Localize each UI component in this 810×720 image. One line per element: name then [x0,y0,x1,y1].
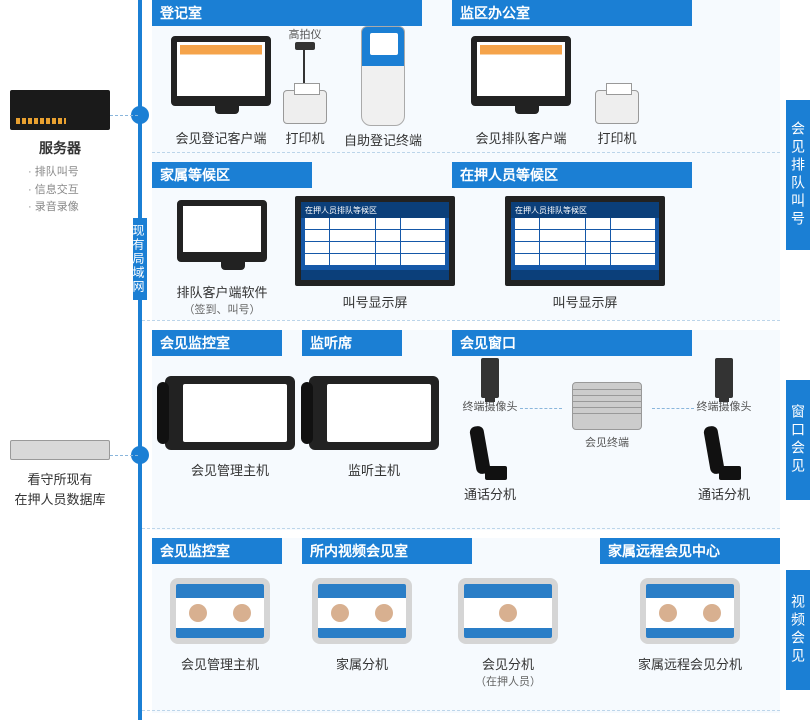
hdr-monitor-room-2: 会见监控室 [152,538,282,564]
listen-host: 监听主机 [304,376,444,479]
info-screen-icon: 在押人员排队等候区 [505,196,665,286]
cam-stand: 高拍仪 [278,26,332,88]
server-block: 服务器 排队叫号 信息交互 录音录像 [0,90,120,217]
overhead-camera-icon [293,42,317,88]
tablet-icon [640,578,740,644]
mgmt-host-2: 会见管理主机 [160,578,280,673]
call-screen-2: 在押人员排队等候区 叫号显示屏 [500,196,670,311]
monitor-icon [171,36,271,106]
db-server-icon [10,440,110,460]
meet-terminal: 会见终端 [562,382,652,450]
self-kiosk: 自助登记终端 [338,26,428,149]
monitor-icon [471,36,571,106]
family-ext: 家属分机 [302,578,422,673]
remote-ext: 家属远程会见分机 [620,578,760,673]
printer-icon [595,90,639,124]
hdr-family-wait: 家属等候区 [152,162,312,188]
hdr-internal-video: 所内视频会见室 [302,538,472,564]
hdr-detainee-wait: 在押人员等候区 [452,162,692,188]
connector-server2 [110,455,138,456]
architecture-diagram: 服务器 排队叫号 信息交互 录音录像 看守所现有 在押人员数据库 现有局域网 会… [0,0,810,720]
cat-video: 视频会见 [786,570,810,690]
divider-r2 [142,320,780,321]
kiosk-icon [361,26,405,126]
hdr-monitor-room: 会见监控室 [152,330,282,356]
camera-icon [715,358,733,398]
tablet-icon [458,578,558,644]
printer-2: 打印机 [590,90,644,147]
mgmt-host-icon [165,376,295,450]
term-cam-left: 终端摄像头 [460,358,520,414]
printer-icon [283,90,327,124]
hdr-remote-center: 家属远程会见中心 [600,538,780,564]
queue-client: 会见排队客户端 [466,36,576,147]
spine-label: 现有局域网 [133,218,147,300]
term-cam-right: 终端摄像头 [694,358,754,414]
handset-icon [707,426,741,480]
camera-icon [481,358,499,398]
call-screen-1: 在押人员排队等候区 叫号显示屏 [290,196,460,311]
db-server-label: 看守所现有 在押人员数据库 [0,470,120,509]
tablet-icon [312,578,412,644]
divider-r3 [142,528,780,529]
monitor-icon [177,200,267,262]
mgmt-host: 会见管理主机 [160,376,300,479]
server-label: 服务器 [0,138,120,158]
terminal-box-icon [572,382,642,430]
divider-r4 [142,710,780,711]
info-screen-icon: 在押人员排队等候区 [295,196,455,286]
cat-window: 窗口会见 [786,380,810,500]
queue-software: 排队客户端软件 （签到、叫号） [162,200,282,317]
cat-queue: 会见排队叫号 [786,100,810,250]
tablet-icon [170,578,270,644]
server-bullets: 排队叫号 信息交互 录音录像 [0,164,120,217]
hdr-register-room: 登记室 [152,0,422,26]
divider-r1 [152,152,780,153]
left-column: 服务器 排队叫号 信息交互 录音录像 [0,0,120,217]
server-icon [10,90,110,130]
db-server-block: 看守所现有 在押人员数据库 [0,440,120,509]
connector-server1 [110,115,138,116]
phone-left: 通话分机 [462,426,518,503]
detainee-ext: 会见分机 （在押人员） [448,578,568,689]
handset-icon [473,426,507,480]
listen-host-icon [309,376,439,450]
reg-client: 会见登记客户端 [166,36,276,147]
hdr-office: 监区办公室 [452,0,692,26]
hdr-window: 会见窗口 [452,330,692,356]
hdr-listen: 监听席 [302,330,402,356]
phone-right: 通话分机 [696,426,752,503]
printer-1: 打印机 [278,90,332,147]
